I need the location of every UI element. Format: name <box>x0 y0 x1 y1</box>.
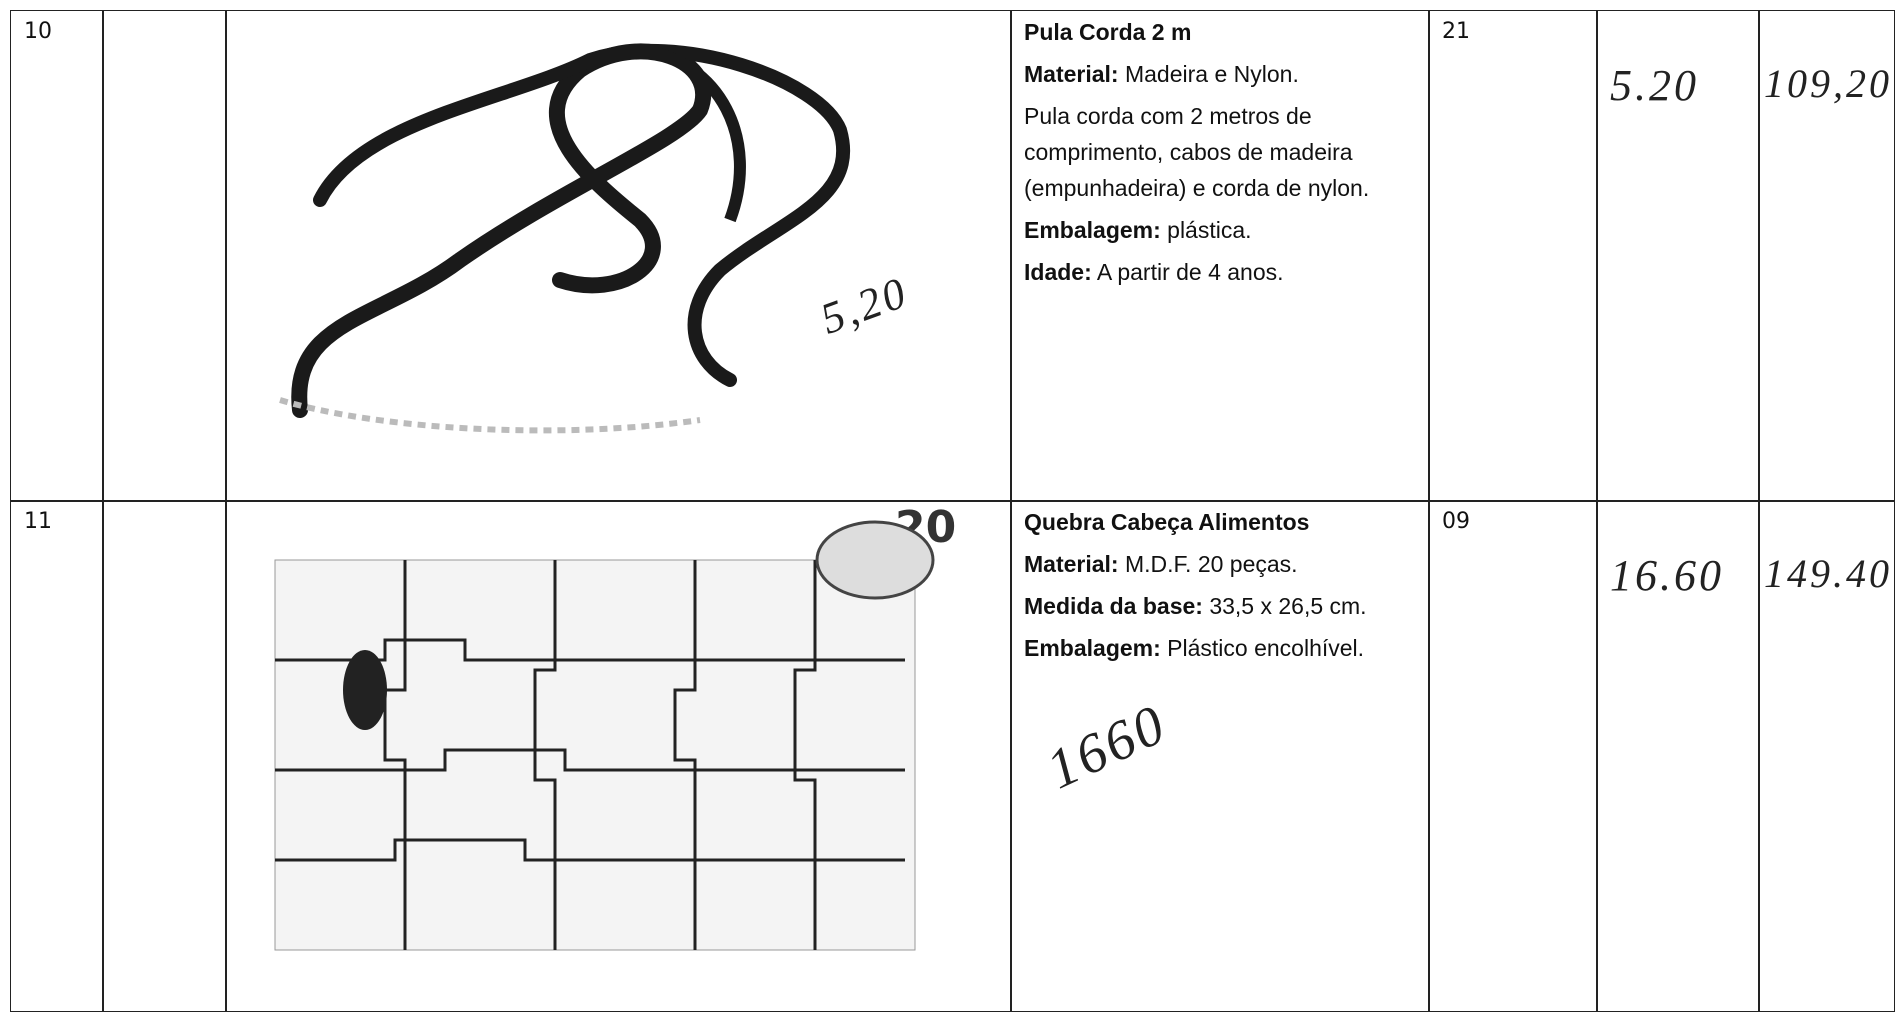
unit-price: 5.20 <box>1610 61 1699 110</box>
line-text: Madeira e Nylon. <box>1124 61 1299 87</box>
description-line: Embalagem: Plástico encolhível. <box>1024 630 1424 666</box>
line-text: A partir de 4 anos. <box>1096 259 1284 285</box>
table-cell <box>1428 500 1598 1012</box>
line-label: Material: <box>1024 551 1119 577</box>
table-cell <box>225 10 1012 502</box>
table-cell <box>1010 10 1430 502</box>
table-cell <box>10 500 104 1012</box>
description-line: Material: Madeira e Nylon. <box>1024 56 1424 92</box>
line-label: Embalagem: <box>1024 217 1161 243</box>
description-line: Material: M.D.F. 20 peças. <box>1024 546 1424 582</box>
unit-price: 16.60 <box>1610 551 1724 600</box>
line-text: 33,5 x 26,5 cm. <box>1209 593 1367 619</box>
table-cell <box>102 10 227 502</box>
line-text: plástica. <box>1167 217 1252 243</box>
description-line: Medida da base: 33,5 x 26,5 cm. <box>1024 588 1424 624</box>
description: Quebra Cabeça Alimentos Material: M.D.F. … <box>1024 504 1424 672</box>
table-cell <box>1596 10 1760 502</box>
line-label: Embalagem: <box>1024 635 1161 661</box>
product-title: Quebra Cabeça Alimentos <box>1024 509 1310 535</box>
quantity: 09 <box>1442 509 1470 534</box>
line-text: Pula corda com 2 metros de comprimento, … <box>1024 103 1370 201</box>
line-label: Medida da base: <box>1024 593 1203 619</box>
description-line: Pula corda com 2 metros de comprimento, … <box>1024 98 1424 206</box>
item-number: 10 <box>24 19 52 44</box>
puzzle-image <box>274 520 935 951</box>
table-cell <box>1758 10 1895 502</box>
table-cell <box>102 500 227 1012</box>
table-cell <box>10 10 104 502</box>
item-number: 11 <box>24 509 52 534</box>
description: Pula Corda 2 m Material: Madeira e Nylon.… <box>1024 14 1424 296</box>
line-label: Material: <box>1024 61 1119 87</box>
quantity: 21 <box>1442 19 1470 44</box>
total: 149.40 <box>1764 551 1892 596</box>
description-line: Embalagem: plástica. <box>1024 212 1424 248</box>
total: 109,20 <box>1764 61 1892 106</box>
description-line: Idade: A partir de 4 anos. <box>1024 254 1424 290</box>
line-label: Idade: <box>1024 259 1092 285</box>
rope-image <box>279 43 851 434</box>
table-cell <box>1428 10 1598 502</box>
line-text: M.D.F. 20 peças. <box>1124 551 1298 577</box>
line-text: Plástico encolhível. <box>1167 635 1365 661</box>
product-title: Pula Corda 2 m <box>1024 19 1192 45</box>
